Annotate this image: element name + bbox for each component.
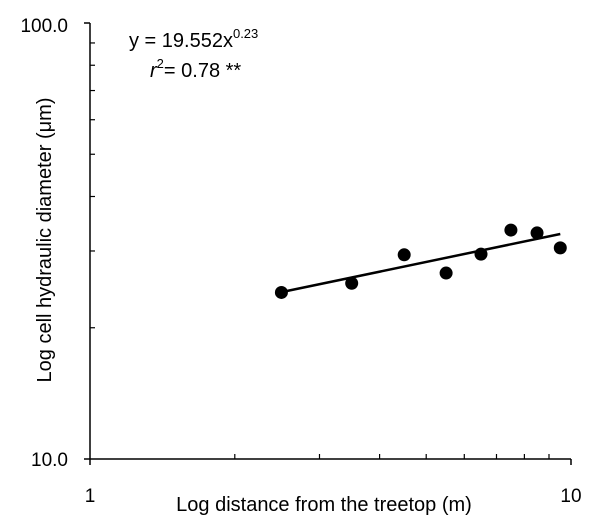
y-axis-title: Log cell hydraulic diameter (μm) [34, 98, 56, 383]
axes [84, 22, 572, 465]
x-tick-label-right: 10 [560, 486, 581, 507]
data-point [553, 241, 567, 255]
fit-layer [281, 232, 561, 294]
data-point [504, 223, 518, 237]
y-tick-label-bottom: 10.0 [31, 450, 68, 471]
equation-exponent: 0.23 [233, 26, 258, 41]
equation-annotation: y = 19.552x0.23 [129, 26, 258, 52]
r2-superscript: 2 [157, 56, 164, 71]
y-tick-label-top: 100.0 [20, 16, 68, 37]
r2-symbol: r [150, 60, 158, 82]
data-point [439, 266, 453, 280]
data-point [474, 247, 488, 261]
data-point [397, 248, 411, 262]
data-point [530, 226, 544, 240]
data-point [345, 276, 359, 290]
x-tick-label-left: 1 [85, 486, 96, 507]
points-layer [274, 223, 567, 299]
r2-value: = 0.78 ** [164, 60, 242, 82]
r2-annotation: r2= 0.78 ** [150, 56, 241, 82]
x-axis-title: Log distance from the treetop (m) [176, 494, 472, 516]
data-point [274, 285, 288, 299]
fit-line [281, 232, 561, 294]
equation-text: y = 19.552x [129, 30, 233, 52]
